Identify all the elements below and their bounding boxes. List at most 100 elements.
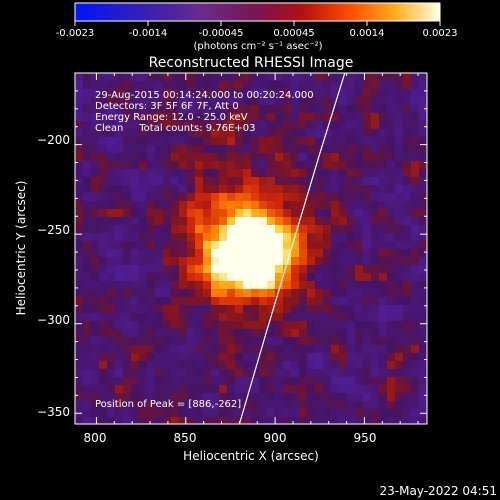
heatmap-cell [379,361,388,370]
heatmap-cell [227,369,236,378]
heatmap-cell [267,145,276,154]
heatmap-cell [363,337,372,346]
heatmap-cell [355,257,364,266]
heatmap-cell [227,305,236,314]
heatmap-cell [91,361,100,370]
heatmap-cell [299,417,308,424]
heatmap-cell [331,73,340,82]
heatmap-cell [115,185,124,194]
heatmap-cell [291,377,300,386]
heatmap-cell [203,129,212,138]
heatmap-cell [195,369,204,378]
heatmap-cell [331,233,340,242]
heatmap-cell [403,305,412,314]
heatmap-cell [195,329,204,338]
heatmap-cell [267,249,276,258]
heatmap-cell [107,345,116,354]
heatmap-cell [187,305,196,314]
heatmap-cell [115,233,124,242]
heatmap-cell [147,265,156,274]
heatmap-cell [291,97,300,106]
heatmap-cell [419,361,427,370]
heatmap-cell [83,113,92,122]
heatmap-cell [259,161,268,170]
heatmap-cell [99,321,108,330]
heatmap-cell [115,161,124,170]
heatmap-image [75,73,427,424]
heatmap-cell [235,369,244,378]
heatmap-cell [291,137,300,146]
heatmap-cell [211,353,220,362]
annotation-energy-range: Energy Range: 12.0 - 25.0 keV [95,112,248,123]
heatmap-cell [315,409,324,418]
heatmap-cell [411,97,420,106]
heatmap-cell [99,233,108,242]
heatmap-cell [139,97,148,106]
heatmap-cell [371,113,380,122]
heatmap-cell [315,137,324,146]
heatmap-cell [307,137,316,146]
heatmap-cell [187,89,196,98]
heatmap-cell [387,73,396,82]
heatmap-cell [403,193,412,202]
heatmap-cell [363,153,372,162]
heatmap-cell [307,241,316,250]
heatmap-cell [339,153,348,162]
heatmap-cell [195,113,204,122]
heatmap-cell [411,385,420,394]
heatmap-cell [187,369,196,378]
heatmap-cell [283,201,292,210]
heatmap-cell [227,209,236,218]
heatmap-cell [331,313,340,322]
heatmap-cell [227,225,236,234]
heatmap-cell [243,401,252,410]
heatmap-cell [323,417,332,424]
heatmap-cell [419,217,427,226]
heatmap-cell [275,249,284,258]
heatmap-cell [299,257,308,266]
heatmap-cell [259,273,268,282]
heatmap-cell [283,97,292,106]
heatmap-cell [419,257,427,266]
heatmap-cell [323,97,332,106]
heatmap-cell [115,73,124,82]
heatmap-cell [307,169,316,178]
heatmap-cell [203,121,212,130]
heatmap-cell [195,249,204,258]
heatmap-cell [331,217,340,226]
heatmap-cell [379,249,388,258]
heatmap-cell [123,185,132,194]
heatmap-cell [275,217,284,226]
heatmap-cell [379,169,388,178]
heatmap-cell [99,225,108,234]
heatmap-cell [123,89,132,98]
heatmap-cell [259,81,268,90]
heatmap-cell [331,321,340,330]
heatmap-cell [331,377,340,386]
heatmap-cell [219,393,228,402]
heatmap-cell [187,185,196,194]
heatmap-cell [379,201,388,210]
heatmap-cell [203,73,212,82]
heatmap-cell [283,353,292,362]
heatmap-cell [211,313,220,322]
heatmap-cell [363,297,372,306]
x-tick-label-900: 900 [264,431,287,445]
heatmap-cell [219,281,228,290]
heatmap-cell [171,337,180,346]
heatmap-cell [283,385,292,394]
heatmap-cell [99,217,108,226]
heatmap-cell [91,409,100,418]
heatmap-cell [243,137,252,146]
heatmap-cell [251,97,260,106]
heatmap-cell [387,289,396,298]
heatmap-cell [387,273,396,282]
heatmap-cell [371,401,380,410]
heatmap-cell [259,353,268,362]
heatmap-cell [331,305,340,314]
heatmap-cell [147,289,156,298]
heatmap-cell [259,409,268,418]
heatmap-cell [355,73,364,82]
heatmap-cell [267,321,276,330]
heatmap-cell [379,185,388,194]
